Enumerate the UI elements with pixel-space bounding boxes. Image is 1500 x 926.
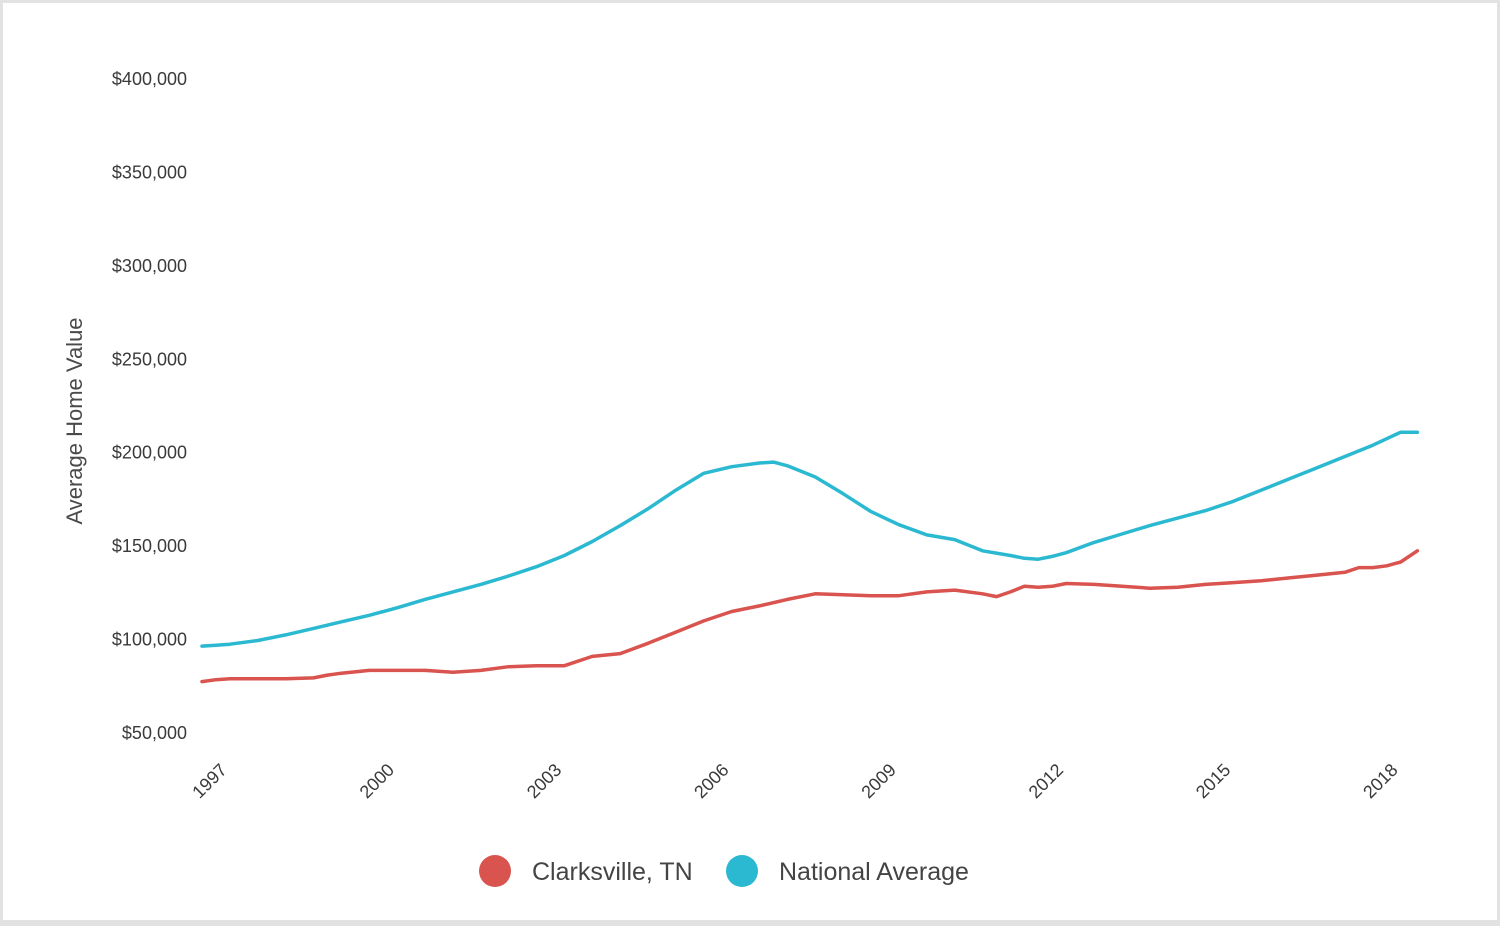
legend-item: National Average [726,855,969,887]
x-tick-label: 2006 [690,760,732,802]
x-tick-label: 1997 [188,760,230,802]
y-tick-label: $300,000 [112,256,187,276]
x-tick-label: 2018 [1359,760,1401,802]
y-axis-title: Average Home Value [62,317,87,524]
x-tick-label: 2009 [857,760,899,802]
y-axis-ticks: $50,000 $100,000 $150,000 $200,000 $250,000 $… [112,69,187,743]
legend-item: Clarksville, TN [479,855,693,887]
y-tick-label: $100,000 [112,630,187,650]
series-line-2 [200,430,1420,648]
x-tick-label: 2003 [523,760,565,802]
x-tick-label: 2015 [1192,760,1234,802]
chart-frame: $50,000 $100,000 $150,000 $200,000 $250,000 $… [3,3,1497,920]
legend-label: National Average [779,858,969,886]
legend-marker [726,855,758,887]
y-tick-label: $50,000 [122,723,187,743]
y-tick-label: $200,000 [112,443,187,463]
series-line-1 [200,549,1420,684]
y-tick-label: $350,000 [112,162,187,182]
y-tick-label: $150,000 [112,536,187,556]
legend-label: Clarksville, TN [532,858,693,886]
x-tick-label: 2012 [1025,760,1067,802]
x-axis-ticks: 1997 2000 2003 2006 2009 2012 2015 2018 [188,760,1401,802]
x-tick-label: 2000 [356,760,398,802]
line-chart: $50,000 $100,000 $150,000 $200,000 $250,000 $… [62,69,1420,887]
legend-marker [479,855,511,887]
series-layer [200,430,1420,684]
legend: Clarksville, TN National Average [479,855,969,887]
y-tick-label: $400,000 [112,69,187,89]
y-tick-label: $250,000 [112,349,187,369]
